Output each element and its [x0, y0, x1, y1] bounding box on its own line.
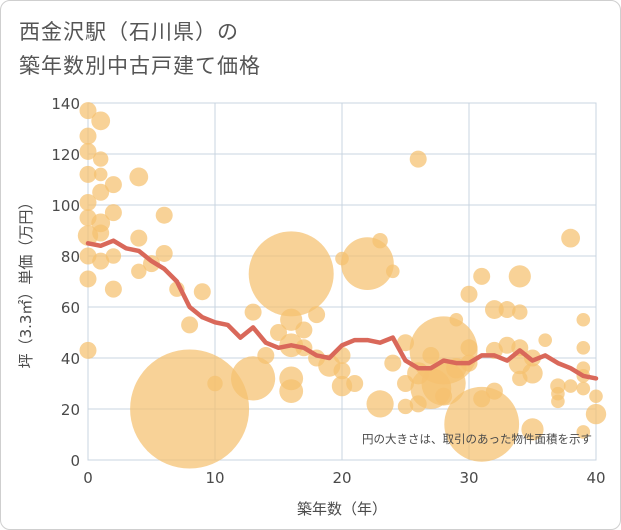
bubble-point: [79, 270, 97, 288]
y-tick-label: 60: [61, 299, 80, 317]
bubble-point: [244, 303, 262, 321]
bubble-point: [460, 339, 478, 357]
bubble-point: [79, 165, 97, 183]
bubble-point: [508, 265, 531, 288]
bubble-point: [473, 390, 491, 408]
y-tick-label: 140: [51, 95, 80, 113]
bubble-point: [512, 370, 528, 387]
average-line-layer: [85, 238, 599, 381]
bubble-point: [576, 425, 591, 439]
bubble-point: [93, 167, 108, 182]
bubble-point: [248, 231, 334, 317]
bubble-point: [79, 341, 97, 359]
bubble-point: [335, 251, 349, 266]
bubble-point: [397, 334, 414, 352]
bubble-point: [79, 193, 97, 211]
bubble-point: [576, 381, 591, 396]
bubble-point: [498, 336, 516, 354]
bubble-point: [104, 204, 122, 222]
bubble-point: [397, 398, 414, 415]
bubble-point: [79, 142, 97, 160]
bubble-point: [485, 300, 504, 319]
bubble-point: [270, 324, 287, 341]
bubble-layer: [77, 102, 607, 469]
bubble-point: [460, 285, 478, 303]
bubble-point: [409, 150, 427, 168]
bubble-point: [561, 228, 580, 248]
bubble-point: [79, 127, 97, 145]
x-tick-label: 20: [332, 469, 351, 487]
bubble-point: [308, 306, 326, 324]
bubble-point: [92, 252, 110, 270]
x-tick-label: 30: [459, 469, 478, 487]
bubble-point: [498, 301, 516, 319]
title-line-1: 西金沢駅（石川県）の: [19, 20, 239, 44]
bubble-point: [279, 379, 304, 404]
bubble-point: [155, 206, 173, 224]
bubble-point: [257, 346, 275, 364]
title-line-2: 築年数別中古戸建て価格: [19, 54, 261, 78]
bubble-point: [131, 263, 147, 279]
y-tick-label: 80: [61, 248, 80, 266]
bubble-point: [155, 244, 173, 262]
bubble-point: [576, 341, 591, 355]
y-tick-label: 20: [61, 401, 80, 419]
bubble-point: [280, 308, 303, 331]
bubble-point: [589, 389, 603, 404]
x-axis-label: 築年数（年）: [297, 500, 387, 518]
bubble-point: [79, 209, 97, 227]
bubble-point: [585, 403, 607, 425]
bubble-point: [372, 233, 388, 249]
y-tick-label: 40: [61, 350, 80, 368]
bubble-point: [333, 362, 351, 380]
bubble-size-note: 円の大きさは、取引のあった物件面積を示す: [362, 432, 592, 446]
bubble-point: [384, 354, 402, 372]
bubble-point: [449, 312, 464, 327]
bubble-point: [397, 375, 414, 392]
bubble-point: [551, 394, 565, 409]
y-axis-label: 坪（3.3㎡）単価（万円）: [17, 195, 35, 369]
bubble-point: [538, 333, 552, 347]
bubble-point: [130, 349, 250, 469]
bubble-point: [341, 237, 394, 291]
bubble-point: [231, 356, 276, 401]
y-tick-label: 0: [70, 452, 80, 470]
x-tick-label: 40: [586, 469, 605, 487]
bubble-point: [409, 395, 427, 413]
bubble-point: [386, 264, 400, 279]
y-tick-label: 100: [51, 197, 80, 215]
x-tick-label: 10: [205, 469, 224, 487]
average-price-line: [85, 238, 599, 381]
bubble-point: [576, 312, 591, 327]
bubble-point: [422, 346, 440, 364]
bubble-point: [129, 167, 149, 187]
bubble-point: [346, 375, 364, 392]
bubble-point: [104, 280, 122, 298]
chart-title: 西金沢駅（石川県）の 築年数別中古戸建て価格: [19, 15, 261, 83]
bubble-point: [295, 321, 313, 339]
bubble-point: [130, 229, 148, 247]
bubble-point: [521, 418, 544, 441]
bubble-point: [105, 248, 122, 264]
bubble-point: [181, 316, 199, 334]
bubble-point: [485, 382, 503, 400]
bubble-point: [207, 375, 223, 392]
bubble-point: [193, 283, 211, 301]
axes: 0 10 20 30 40 0 20 40 60 80 100 120 140: [51, 95, 605, 487]
bubble-point: [92, 224, 110, 242]
bubble-point: [79, 102, 97, 120]
bubble-point: [473, 267, 491, 285]
bubble-point: [512, 304, 528, 320]
bubble-point: [93, 151, 109, 167]
bubble-point: [92, 183, 110, 201]
bubble-point: [366, 390, 394, 418]
y-tick-label: 120: [51, 146, 80, 164]
bubble-point: [563, 379, 578, 393]
bubble-point: [435, 387, 453, 405]
x-tick-label: 0: [83, 469, 93, 487]
bubble-point: [91, 111, 111, 131]
bubble-point: [104, 176, 122, 194]
bubble-point: [444, 386, 520, 462]
